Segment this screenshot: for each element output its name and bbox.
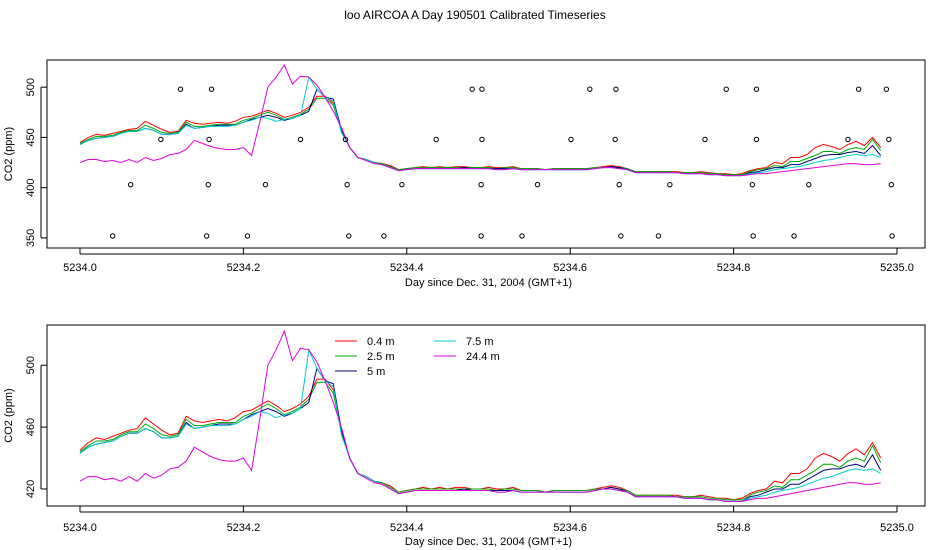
data-point [433,136,439,143]
series-line-2-5-m [79,97,882,176]
chart-title: loo AIRCOA A Day 190501 Calibrated Times… [344,8,606,22]
y-axis-title: CO2 (ppm) [3,388,15,442]
series-group [79,63,882,177]
data-point [616,181,622,188]
data-point [883,86,890,92]
data-point [888,181,894,188]
x-tick-label: 5234.6 [553,262,587,274]
data-point [855,86,862,92]
data-point [297,136,304,143]
series-line-24-4-m [79,329,881,502]
x-tick-label: 5234.2 [227,522,261,534]
legend-label: 0.4 m [367,336,395,348]
data-point [753,86,760,92]
data-point [244,233,251,239]
bottom-panel: 5234.0 5234.2 5234.4 5234.6 5234.8 5235.0 Day … [3,324,926,548]
series-line-5-m [79,88,882,177]
y-tick-label: 460 [25,418,37,436]
data-point [478,233,484,239]
plot-frame [46,324,926,507]
data-point [208,86,215,92]
x-tick-label: 5234.4 [390,262,424,274]
data-point [478,181,484,188]
data-point [127,181,134,188]
x-tick-label: 5235.0 [880,262,914,274]
x-tick-label: 5235.0 [880,522,914,534]
data-point [381,233,387,239]
y-axis-title: CO2 (ppm) [3,127,15,181]
x-axis-title: Day since Dec. 31, 2004 (GMT+1) [405,536,572,548]
data-point [667,181,673,188]
data-point [342,136,349,143]
data-point [587,86,593,92]
data-point [753,136,760,143]
data-point [469,86,475,92]
series-line-2-5-m [79,381,882,501]
data-point [613,86,619,92]
data-point [845,136,851,143]
data-point [806,181,812,188]
legend-label: 24.4 m [466,351,500,363]
data-point [723,86,729,92]
data-point [203,233,210,239]
x-tick-label: 5234.0 [63,522,97,534]
y-tick-label: 350 [25,229,37,247]
data-point [655,233,662,239]
x-tick-label: 5234.8 [717,262,751,274]
series-line-0-4-m [79,95,882,176]
data-point [612,136,618,143]
data-point [534,181,541,188]
plot-frame [46,59,926,249]
data-point [158,136,164,143]
data-point [750,233,756,239]
legend-label: 5 m [367,366,385,378]
data-point [618,233,624,239]
data-point [344,181,350,188]
data-point [479,136,485,143]
data-point [109,233,116,239]
top-panel: 5234.0 5234.2 5234.4 5234.6 5234.8 5235.0 Day … [3,59,926,289]
y-tick-label: 400 [25,178,37,196]
y-tick-label: 500 [25,356,37,374]
data-point [889,233,895,239]
series-group [79,329,882,502]
series-line-24-4-m [79,63,881,177]
data-point [399,181,405,188]
series-line-0-4-m [79,378,882,501]
legend-label: 2.5 m [367,351,395,363]
series-line-5-m [79,367,882,502]
y-tick-label: 500 [25,78,37,96]
data-point [791,233,797,239]
y-tick-label: 450 [25,128,37,146]
data-point [206,136,212,143]
data-point [479,86,485,92]
data-point [519,233,525,239]
x-tick-label: 5234.4 [390,522,424,534]
x-tick-label: 5234.8 [717,522,751,534]
data-point [205,181,211,188]
data-point [886,136,892,143]
data-point [702,136,708,143]
x-tick-label: 5234.2 [227,262,261,274]
data-point [262,181,269,188]
legend-label: 7.5 m [466,336,494,348]
data-point [568,136,574,143]
data-point [177,86,184,92]
y-tick-label: 420 [25,480,37,498]
data-point [749,181,756,188]
data-point [346,233,352,239]
x-axis-title: Day since Dec. 31, 2004 (GMT+1) [405,277,572,289]
x-tick-label: 5234.0 [63,262,97,274]
x-tick-label: 5234.6 [553,522,587,534]
